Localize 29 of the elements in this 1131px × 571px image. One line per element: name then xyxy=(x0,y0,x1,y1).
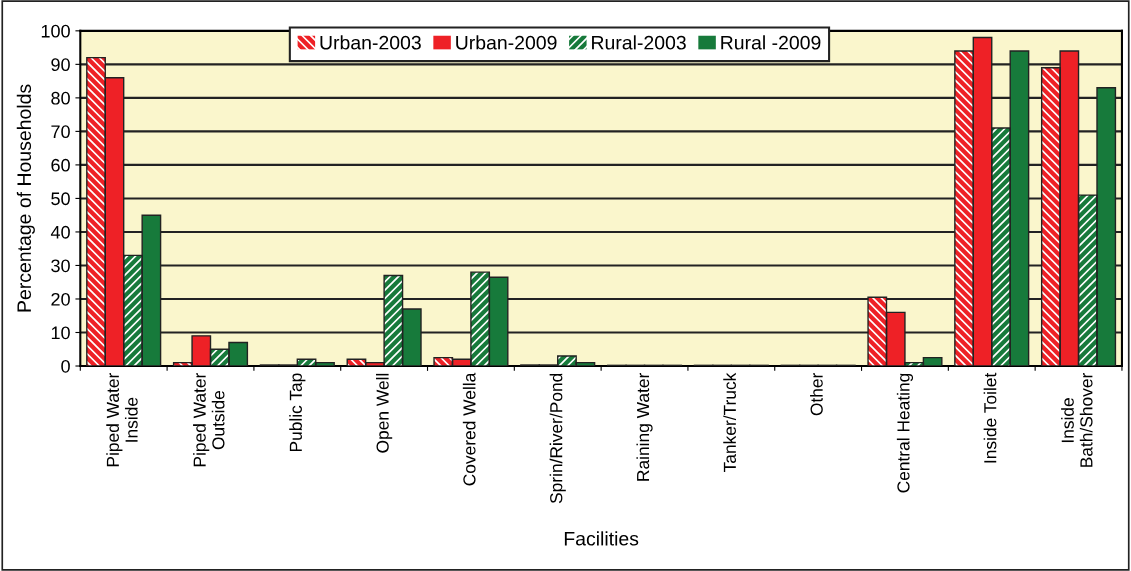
y-axis-title: Percentage of Households xyxy=(16,84,35,312)
y-tick-label: 100 xyxy=(41,24,70,38)
x-tick-label: Central Heating xyxy=(896,373,914,493)
y-tick-label: 0 xyxy=(61,359,70,373)
legend-label: Urban-2003 xyxy=(320,35,421,50)
y-tick-label: 20 xyxy=(51,292,70,306)
x-tick-label: Open Well xyxy=(376,373,393,453)
x-tick-label: Sprin/River/Pond xyxy=(549,373,566,504)
x-tick-label: Covered Wella xyxy=(462,372,476,486)
x-tick-label: Tanker/Truck xyxy=(723,372,736,472)
y-tick-label: 40 xyxy=(50,225,70,239)
legend-label: Rural-2003 xyxy=(592,35,686,50)
y-tick-label: 70 xyxy=(51,125,70,139)
x-tick-label: Piped Water Inside xyxy=(106,373,138,467)
y-tick-label: 10 xyxy=(51,326,70,340)
x-axis-title: Facilities xyxy=(564,531,639,546)
x-tick-label: Piped Water Outside xyxy=(193,373,225,467)
legend-label: Rural -2009 xyxy=(721,35,821,50)
y-tick-label: 90 xyxy=(51,58,70,72)
x-tick-label: Inside Bath/Shover xyxy=(1061,373,1093,467)
y-tick-label: 50 xyxy=(51,192,70,206)
y-tick-label: 30 xyxy=(51,259,70,273)
legend-label: Urban-2009 xyxy=(456,35,557,50)
x-tick-label: Public Tap xyxy=(289,373,306,452)
y-tick-label: 80 xyxy=(51,91,70,105)
y-tick-label: 60 xyxy=(51,158,70,172)
x-tick-label: Raining Water xyxy=(636,373,653,481)
x-tick-label: Inside Toilet xyxy=(983,372,997,463)
x-tick-label: Other xyxy=(810,373,823,416)
